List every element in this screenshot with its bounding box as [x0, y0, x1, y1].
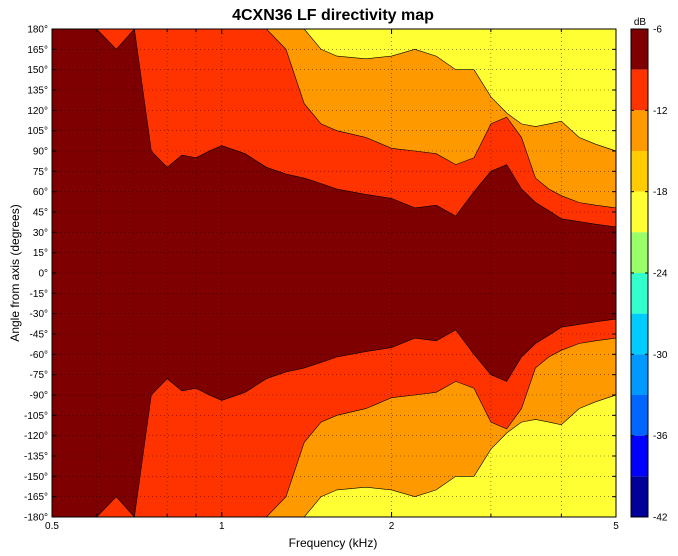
contour-band-lower	[52, 394, 616, 517]
colorbar-segment	[631, 313, 648, 355]
chart-title: 4CXN36 LF directivity map	[232, 7, 434, 24]
y-tick-label: 75°	[33, 167, 48, 178]
x-axis-label: Frequency (kHz)	[289, 536, 378, 550]
colorbar-tick-label: -12	[653, 106, 668, 117]
y-axis-ticks: -180° -165° -150° -135° -120° -105° -90° -75° -6…	[24, 25, 616, 524]
x-tick-label: 5	[613, 521, 619, 532]
contour-band-upper	[52, 29, 616, 209]
y-tick-label: -90°	[30, 391, 48, 402]
colorbar-segment	[631, 395, 648, 436]
colorbar-ticks: -6 -12 -18 -24 -30 -36 -42	[631, 25, 668, 524]
y-tick-label: 105°	[27, 126, 48, 137]
heatmap-contour-bands	[52, 29, 616, 517]
y-tick-label: -105°	[24, 411, 48, 422]
y-tick-label: 30°	[33, 228, 48, 239]
y-tick-label: -30°	[30, 309, 48, 320]
x-tick-label: 2	[389, 521, 395, 532]
y-axis-label: Angle from axis (degrees)	[8, 204, 22, 341]
y-tick-label: 90°	[33, 147, 48, 158]
x-axis-ticks: 0.5 1 2 5	[45, 29, 619, 532]
colorbar-segment	[631, 476, 648, 517]
plot-grid	[52, 29, 616, 517]
colorbar-bands	[631, 29, 648, 517]
contour-band-lower	[52, 337, 616, 517]
heatmap-plot-area	[52, 29, 616, 517]
colorbar-segment	[631, 354, 648, 395]
colorbar-tick-label: -36	[653, 431, 668, 442]
y-tick-label: -15°	[30, 289, 48, 300]
y-tick-label: -135°	[24, 452, 48, 463]
colorbar-segment	[631, 191, 648, 233]
y-tick-label: 165°	[27, 45, 48, 56]
y-tick-label: 60°	[33, 187, 48, 198]
y-tick-label: 180°	[27, 25, 48, 36]
y-tick-label: 0°	[38, 269, 48, 280]
colorbar-tick-label: -30	[653, 350, 668, 361]
colorbar-segment	[631, 29, 648, 70]
x-tick-label: 0.5	[45, 521, 59, 532]
y-tick-label: -150°	[24, 472, 48, 483]
colorbar-segment	[631, 273, 648, 314]
colorbar-segment	[631, 69, 648, 111]
colorbar-tick-label: -42	[653, 513, 668, 524]
x-tick-label: 1	[219, 521, 225, 532]
y-tick-label: -165°	[24, 492, 48, 503]
contour-band-upper	[52, 29, 616, 152]
colorbar-tick-label: -18	[653, 187, 668, 198]
colorbar-segment	[631, 151, 648, 192]
y-tick-label: 120°	[27, 106, 48, 117]
y-tick-label: 45°	[33, 208, 48, 219]
colorbar-tick-label: -24	[653, 269, 668, 280]
colorbar-segment	[631, 435, 648, 477]
y-tick-label: 15°	[33, 248, 48, 259]
y-tick-label: 150°	[27, 65, 48, 76]
y-tick-label: -75°	[30, 370, 48, 381]
colorbar-segment	[631, 232, 648, 273]
y-tick-label: 135°	[27, 86, 48, 97]
y-tick-label: -45°	[30, 330, 48, 341]
colorbar-label: dB	[634, 17, 647, 28]
colorbar: dB -6 -12 -18 -24 -30 -36 -42	[630, 17, 668, 524]
colorbar-tick-label: -6	[653, 25, 662, 36]
colorbar-segment	[631, 110, 648, 151]
y-tick-label: -60°	[30, 350, 48, 361]
y-tick-label: -180°	[24, 513, 48, 524]
y-tick-label: -120°	[24, 431, 48, 442]
